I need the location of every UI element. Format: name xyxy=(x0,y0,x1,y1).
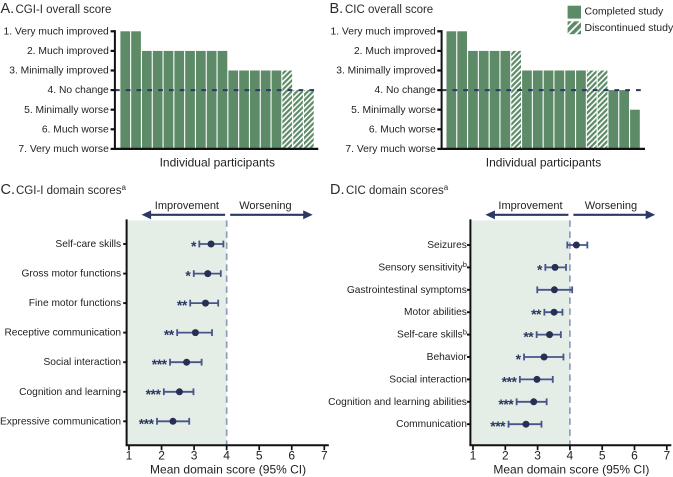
svg-text:Mean domain score (95% CI): Mean domain score (95% CI) xyxy=(150,462,306,476)
svg-text:2. Much improved: 2. Much improved xyxy=(354,46,436,57)
svg-text:5: 5 xyxy=(599,448,606,462)
svg-text:1. Very much improved: 1. Very much improved xyxy=(330,26,436,37)
svg-text:1. Very much improved: 1. Very much improved xyxy=(3,26,109,37)
svg-text:Self-care skills: Self-care skills xyxy=(55,239,121,250)
svg-text:**: ** xyxy=(177,297,188,313)
svg-text:3. Minimally improved: 3. Minimally improved xyxy=(336,66,436,77)
svg-text:***: *** xyxy=(490,418,506,434)
svg-text:Cognition and learning abiliti: Cognition and learning abilities xyxy=(328,397,467,408)
svg-text:***: *** xyxy=(139,415,155,431)
svg-text:***: *** xyxy=(152,356,168,372)
svg-text:Gastrointestinal symptoms: Gastrointestinal symptoms xyxy=(347,285,467,296)
svg-text:**: ** xyxy=(531,306,542,322)
svg-text:6: 6 xyxy=(288,448,295,462)
svg-text:Cognition and learning: Cognition and learning xyxy=(19,387,121,398)
svg-text:2: 2 xyxy=(502,448,509,462)
svg-text:Fine motor functions: Fine motor functions xyxy=(29,298,121,309)
svg-text:Individual participants: Individual participants xyxy=(486,156,601,170)
svg-text:4: 4 xyxy=(223,448,230,462)
svg-text:7. Very much worse: 7. Very much worse xyxy=(18,144,109,155)
svg-text:Discontinued study: Discontinued study xyxy=(585,22,673,34)
svg-text:C.: C. xyxy=(1,182,16,198)
svg-text:***: *** xyxy=(146,386,162,402)
svg-text:Improvement: Improvement xyxy=(498,200,562,212)
svg-text:5. Minimally worse: 5. Minimally worse xyxy=(351,105,436,116)
svg-text:Seizures: Seizures xyxy=(427,240,467,251)
svg-text:3: 3 xyxy=(534,448,541,462)
svg-text:Worsening: Worsening xyxy=(585,200,637,212)
svg-text:Receptive communication: Receptive communication xyxy=(4,328,121,339)
svg-text:Improvement: Improvement xyxy=(155,200,219,212)
svg-text:Social interaction: Social interaction xyxy=(389,374,467,385)
svg-text:B.: B. xyxy=(330,1,344,17)
svg-text:5. Minimally worse: 5. Minimally worse xyxy=(24,105,109,116)
svg-text:*: * xyxy=(191,238,197,254)
svg-text:Worsening: Worsening xyxy=(239,200,291,212)
svg-text:Social interaction: Social interaction xyxy=(44,357,122,368)
svg-text:*: * xyxy=(516,351,522,367)
svg-text:Expressive communication: Expressive communication xyxy=(0,416,121,427)
svg-text:**: ** xyxy=(523,329,534,345)
svg-text:6. Much worse: 6. Much worse xyxy=(42,124,109,135)
svg-text:7: 7 xyxy=(663,448,670,462)
svg-text:*: * xyxy=(537,261,543,277)
svg-text:Motor abilities: Motor abilities xyxy=(404,307,467,318)
svg-text:1: 1 xyxy=(126,448,133,462)
svg-text:6. Much worse: 6. Much worse xyxy=(369,124,436,135)
svg-text:2: 2 xyxy=(158,448,165,462)
svg-text:***: *** xyxy=(502,373,518,389)
svg-text:4. No change: 4. No change xyxy=(375,85,437,96)
svg-text:*: * xyxy=(185,268,191,284)
svg-text:Sensory sensitivityb: Sensory sensitivityb xyxy=(378,260,467,273)
svg-text:3: 3 xyxy=(191,448,198,462)
svg-text:CIC overall score: CIC overall score xyxy=(345,4,433,16)
svg-text:3. Minimally improved: 3. Minimally improved xyxy=(9,66,109,77)
svg-text:7: 7 xyxy=(321,448,328,462)
svg-text:CGI-I overall score: CGI-I overall score xyxy=(16,4,112,16)
svg-text:***: *** xyxy=(498,396,514,412)
svg-text:Gross motor functions: Gross motor functions xyxy=(21,269,121,280)
svg-text:Self-care skillsb: Self-care skillsb xyxy=(397,327,467,340)
svg-text:1: 1 xyxy=(470,448,477,462)
svg-text:Completed study: Completed study xyxy=(585,5,665,17)
svg-text:Mean domain score (95% CI): Mean domain score (95% CI) xyxy=(493,462,649,476)
svg-text:6: 6 xyxy=(631,448,638,462)
svg-text:Communication: Communication xyxy=(396,419,467,430)
svg-text:CIC domain scoresa: CIC domain scoresa xyxy=(346,183,449,197)
svg-text:Individual participants: Individual participants xyxy=(160,156,275,170)
svg-text:7. Very much worse: 7. Very much worse xyxy=(345,144,436,155)
svg-text:A.: A. xyxy=(1,1,15,17)
svg-text:Behavior: Behavior xyxy=(427,352,468,363)
svg-text:5: 5 xyxy=(256,448,263,462)
svg-text:**: ** xyxy=(164,327,175,343)
svg-text:CGI-I domain scoresa: CGI-I domain scoresa xyxy=(16,183,126,197)
svg-text:2. Much improved: 2. Much improved xyxy=(27,46,109,57)
svg-text:D.: D. xyxy=(330,182,345,198)
svg-text:4. No change: 4. No change xyxy=(48,85,110,96)
svg-text:4: 4 xyxy=(567,448,574,462)
